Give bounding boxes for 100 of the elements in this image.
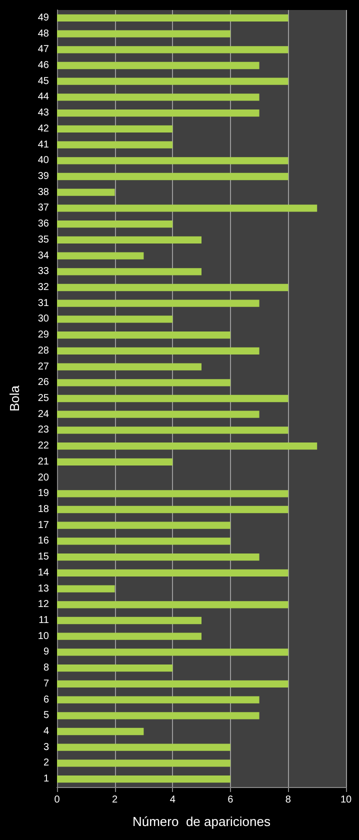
bar bbox=[57, 632, 202, 640]
y-tick-label: 12 bbox=[38, 599, 50, 610]
y-tick-label: 45 bbox=[38, 76, 50, 87]
bar bbox=[57, 316, 173, 323]
y-tick-label: 32 bbox=[38, 282, 50, 293]
bar bbox=[57, 569, 288, 576]
y-tick-label: 34 bbox=[38, 250, 50, 262]
bar bbox=[57, 188, 115, 196]
bar bbox=[57, 268, 202, 276]
bar bbox=[57, 141, 173, 148]
x-axis-title: Número de apariciones bbox=[132, 814, 271, 829]
x-tick-label: 10 bbox=[340, 794, 352, 806]
y-tick-label: 17 bbox=[38, 520, 50, 531]
y-axis-title: Bola bbox=[7, 384, 22, 412]
bar bbox=[57, 204, 318, 212]
bar bbox=[57, 442, 318, 450]
bar bbox=[57, 680, 288, 688]
bar bbox=[57, 300, 260, 307]
bar bbox=[57, 157, 288, 164]
y-tick-label: 13 bbox=[38, 583, 50, 594]
y-tick-label: 39 bbox=[38, 171, 50, 182]
bar bbox=[57, 744, 230, 751]
y-tick-label: 49 bbox=[38, 12, 50, 24]
y-tick-label: 1 bbox=[43, 774, 50, 785]
bar bbox=[57, 538, 230, 545]
bar bbox=[57, 585, 115, 592]
bar bbox=[57, 236, 202, 244]
bar bbox=[57, 490, 288, 498]
y-tick-label: 46 bbox=[38, 60, 50, 71]
y-tick-label: 5 bbox=[43, 710, 50, 722]
y-tick-label: 31 bbox=[38, 298, 50, 309]
y-tick-label: 24 bbox=[38, 408, 50, 420]
x-tick-label: 2 bbox=[112, 794, 118, 806]
y-tick-label: 11 bbox=[38, 615, 50, 626]
y-tick-label: 3 bbox=[43, 742, 50, 753]
bar bbox=[57, 426, 288, 434]
y-tick-label: 38 bbox=[38, 186, 50, 198]
y-tick-label: 26 bbox=[38, 377, 50, 388]
bar bbox=[57, 712, 260, 720]
y-tick-label: 16 bbox=[38, 536, 50, 547]
bar bbox=[57, 62, 260, 70]
bar bbox=[57, 220, 173, 228]
y-tick-label: 15 bbox=[38, 552, 50, 563]
y-tick-label: 43 bbox=[38, 108, 50, 119]
bar bbox=[57, 172, 288, 180]
x-tick-label: 6 bbox=[228, 794, 234, 806]
bar bbox=[57, 78, 288, 85]
y-tick-label: 41 bbox=[38, 139, 50, 150]
bar bbox=[57, 648, 288, 656]
bar bbox=[57, 696, 260, 704]
y-tick-label: 23 bbox=[38, 424, 50, 436]
bar bbox=[57, 284, 288, 292]
bar bbox=[57, 110, 260, 117]
y-tick-label: 35 bbox=[38, 234, 50, 246]
bar bbox=[57, 14, 288, 22]
y-tick-label: 21 bbox=[38, 456, 50, 468]
y-tick-label: 28 bbox=[38, 345, 50, 356]
bar bbox=[57, 522, 230, 529]
y-tick-label: 22 bbox=[38, 440, 50, 452]
bar bbox=[57, 347, 260, 354]
bar bbox=[57, 332, 230, 339]
bar bbox=[57, 458, 173, 466]
bar bbox=[57, 760, 230, 767]
y-tick-label: 37 bbox=[38, 202, 50, 214]
y-tick-label: 10 bbox=[38, 630, 50, 642]
bar bbox=[57, 252, 144, 260]
y-tick-label: 30 bbox=[38, 314, 50, 325]
bar bbox=[57, 125, 173, 132]
x-tick-label: 0 bbox=[54, 794, 60, 806]
y-tick-label: 42 bbox=[38, 123, 50, 134]
y-tick-label: 36 bbox=[38, 218, 50, 230]
y-tick-label: 20 bbox=[38, 472, 50, 484]
bar bbox=[57, 776, 230, 783]
y-tick-label: 44 bbox=[38, 92, 50, 103]
bar bbox=[57, 30, 230, 38]
y-tick-label: 25 bbox=[38, 393, 50, 404]
y-tick-label: 4 bbox=[43, 726, 50, 737]
bar bbox=[57, 601, 288, 608]
y-tick-label: 19 bbox=[38, 488, 50, 500]
y-tick-label: 2 bbox=[43, 758, 50, 769]
x-tick-label: 4 bbox=[170, 794, 176, 806]
bar bbox=[57, 410, 260, 418]
bar bbox=[57, 616, 202, 624]
bar bbox=[57, 46, 288, 54]
bar bbox=[57, 506, 288, 514]
y-tick-label: 8 bbox=[43, 662, 50, 674]
bar bbox=[57, 554, 260, 561]
y-tick-label: 48 bbox=[38, 28, 50, 40]
y-tick-label: 33 bbox=[38, 266, 50, 278]
bar bbox=[57, 363, 202, 370]
bar bbox=[57, 728, 144, 736]
y-tick-label: 29 bbox=[38, 330, 50, 341]
y-tick-label: 27 bbox=[38, 361, 50, 372]
y-tick-label: 14 bbox=[38, 567, 50, 578]
y-tick-label: 47 bbox=[38, 44, 50, 56]
bar bbox=[57, 394, 288, 402]
y-tick-label: 18 bbox=[38, 504, 50, 515]
bar bbox=[57, 94, 260, 101]
bar bbox=[57, 664, 173, 672]
y-tick-label: 9 bbox=[43, 646, 50, 658]
